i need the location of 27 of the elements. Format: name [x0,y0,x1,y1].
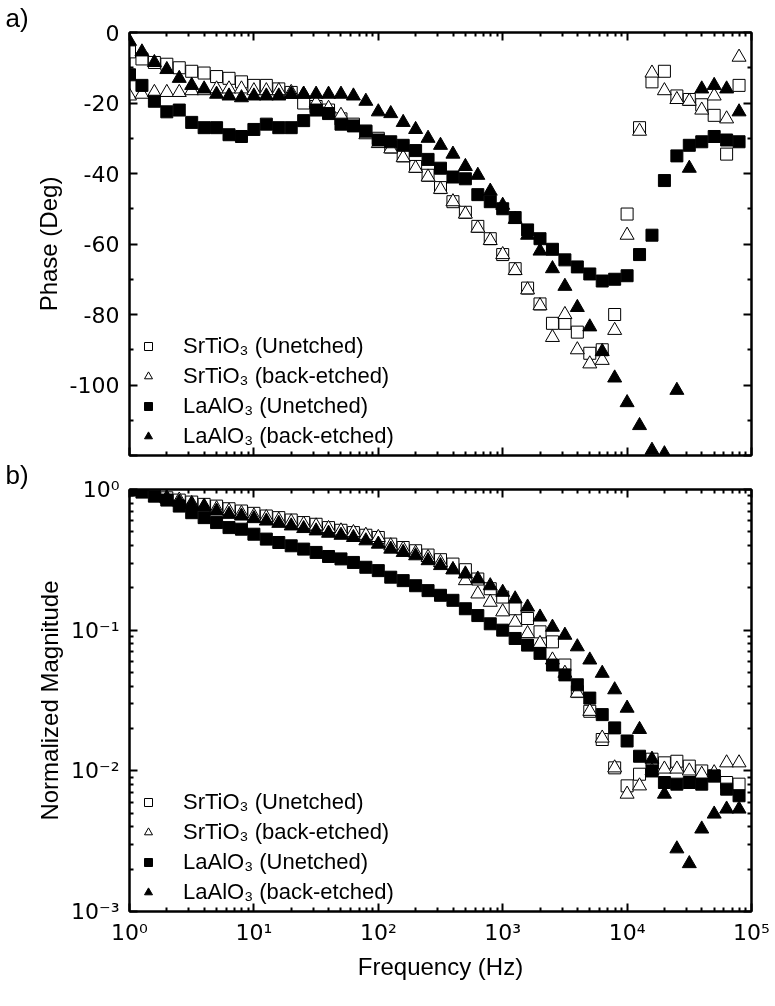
legend-label: SrTiO₃ (back-etched) [183,818,390,846]
x-tick-label: 10⁴ [608,919,646,945]
x-axis-title: Frequency (Hz) [357,952,524,980]
legend-label: LaAlO₃ (Unetched) [183,392,369,420]
chart-title: b) [5,459,29,490]
legend-label: SrTiO₃ (Unetched) [183,332,364,360]
legend-label: LaAlO₃ (back-etched) [183,422,394,450]
y-tick-label: -80 [83,302,120,328]
legend-label: SrTiO₃ (back-etched) [183,362,390,390]
y-tick-label: 10⁻² [71,758,120,784]
y-tick-label: 10⁰ [82,477,120,502]
y-axis-title: Phase (Deg) [34,176,62,312]
legend-label: LaAlO₃ (back-etched) [183,878,394,906]
legend-label: SrTiO₃ (Unetched) [183,788,364,816]
x-tick-label: 10⁵ [733,919,770,945]
chart-title: a) [5,2,29,33]
y-tick-label: 0 [105,20,120,46]
y-tick-label: -40 [83,161,120,187]
x-tick-label: 10³ [484,919,522,945]
y-tick-label: -20 [83,91,120,116]
x-tick-label: 10² [359,919,397,945]
legend-label: LaAlO₃ (Unetched) [183,848,369,876]
y-tick-label: 10⁻¹ [71,617,120,643]
y-tick-label: -100 [69,373,120,398]
x-tick-label: 10¹ [235,919,273,945]
y-tick-label: -60 [83,232,120,257]
y-axis-title: Normalized Magnitude [36,580,64,821]
